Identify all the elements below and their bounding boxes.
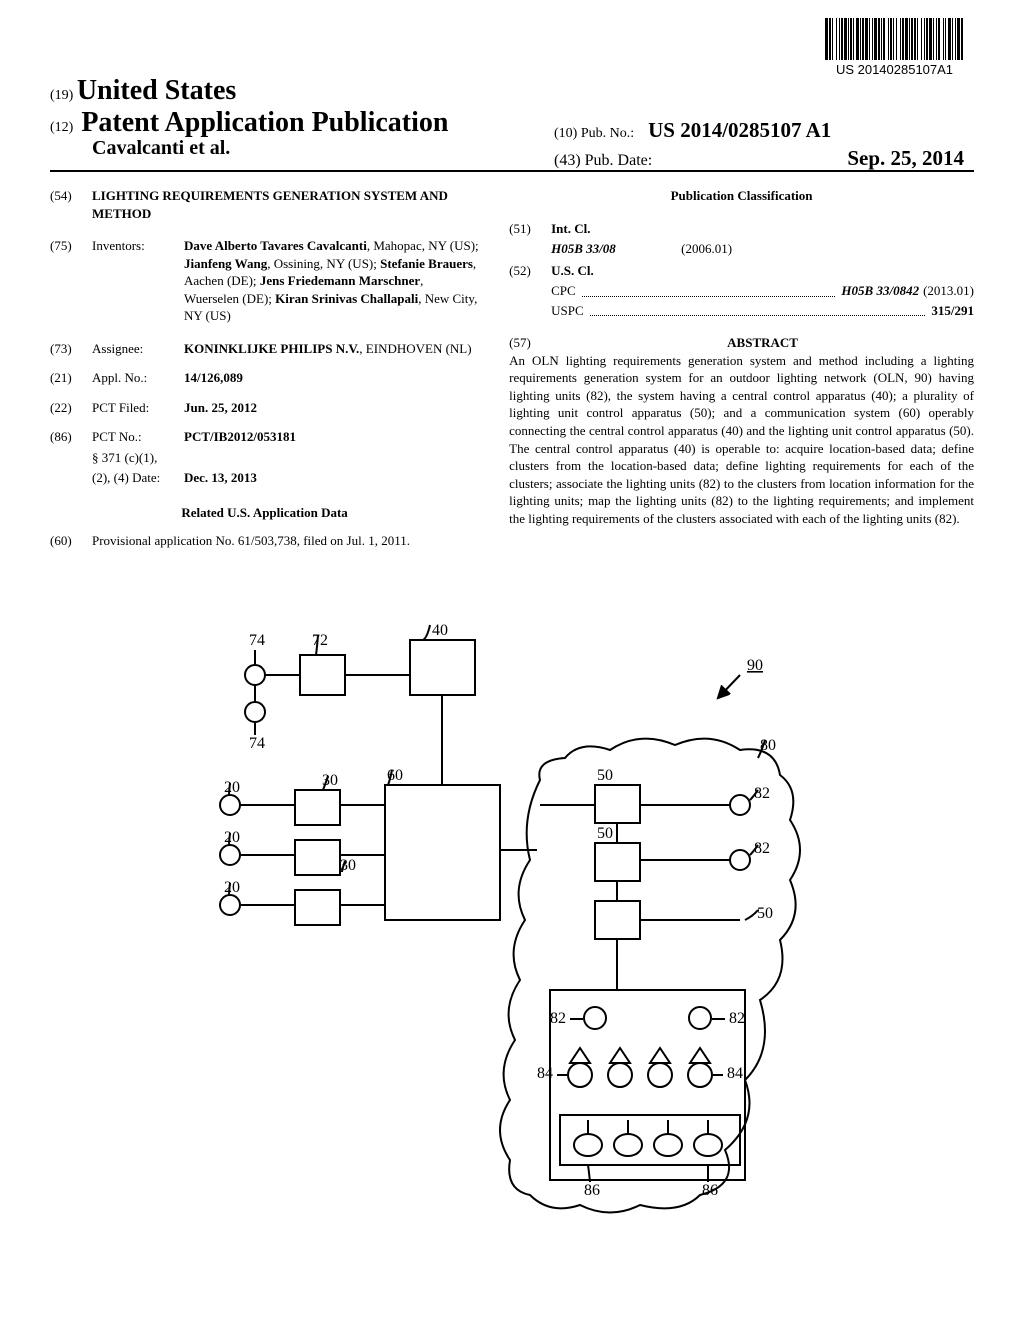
right-header: (10) Pub. No.: US 2014/0285107 A1 (43) P… [554, 118, 964, 171]
int-label: Int. Cl. [551, 220, 590, 238]
label-86b: 86 [702, 1182, 718, 1199]
cpc-label: CPC [551, 282, 576, 300]
related-heading: Related U.S. Application Data [50, 504, 479, 522]
assignee-name: KONINKLIJKE PHILIPS N.V. [184, 341, 359, 356]
barcode-area: US 20140285107A1 [825, 18, 964, 77]
title-num: (54) [50, 187, 92, 222]
label-84a: 84 [537, 1065, 553, 1082]
date-value: Dec. 13, 2013 [184, 469, 257, 487]
pub-type-num: (12) [50, 120, 73, 136]
barcode-number: US 20140285107A1 [825, 62, 964, 77]
label-40: 40 [432, 622, 448, 639]
pub-no: US 2014/0285107 A1 [648, 118, 831, 142]
appl-value: 14/126,089 [184, 369, 479, 387]
label-20a: 20 [224, 779, 240, 796]
abstract: An OLN lighting requirements generation … [509, 352, 974, 527]
pub-no-label: Pub. No.: [581, 126, 634, 141]
int-year: (2006.01) [681, 240, 732, 258]
cpc-value: H05B 33/0842 [841, 282, 919, 300]
filed-value: Jun. 25, 2012 [184, 399, 479, 417]
pub-date: Sep. 25, 2014 [847, 146, 964, 171]
abstract-num: (57) [509, 334, 551, 352]
label-74: 74 [249, 632, 265, 649]
date-label: (2), (4) Date: [92, 469, 184, 487]
inventors-label: Inventors: [92, 237, 184, 325]
label-90: 90 [747, 657, 763, 674]
filed-label: PCT Filed: [92, 399, 184, 417]
label-72: 72 [312, 632, 328, 649]
provisional-text: Provisional application No. 61/503,738, … [92, 532, 479, 550]
left-column: (54) LIGHTING REQUIREMENTS GENERATION SY… [50, 187, 479, 561]
pub-date-label: Pub. Date: [585, 152, 653, 170]
pct-label: PCT No.: [92, 428, 184, 446]
filed-num: (22) [50, 399, 92, 417]
pub-type: Patent Application Publication [81, 107, 448, 139]
appl-label: Appl. No.: [92, 369, 184, 387]
dotted-line [590, 302, 926, 317]
content: (54) LIGHTING REQUIREMENTS GENERATION SY… [50, 187, 974, 561]
label-50b: 50 [597, 825, 613, 842]
assignee-loc: EINDHOVEN (NL) [366, 341, 472, 356]
label-50a: 50 [597, 767, 613, 784]
us-label: U.S. Cl. [551, 262, 594, 280]
inventors-num: (75) [50, 237, 92, 325]
authority-num: (19) [50, 88, 73, 103]
label-74b: 74 [249, 735, 265, 752]
abstract-heading: ABSTRACT [551, 334, 974, 352]
us-num: (52) [509, 262, 551, 280]
inventors: Dave Alberto Tavares Cavalcanti, Mahopac… [184, 237, 479, 325]
label-50c: 50 [757, 905, 773, 922]
label-84b: 84 [727, 1065, 743, 1082]
classification-heading: Publication Classification [509, 187, 974, 205]
label-86a: 86 [584, 1182, 600, 1199]
int-class: H05B 33/08 [551, 240, 681, 258]
pct-value: PCT/IB2012/053181 [184, 428, 479, 446]
pct-num: (86) [50, 428, 92, 446]
label-20b: 20 [224, 829, 240, 846]
assignee-label: Assignee: [92, 340, 184, 358]
barcode [825, 18, 964, 60]
authority: United States [77, 75, 236, 106]
int-num: (51) [509, 220, 551, 238]
assignee-num: (73) [50, 340, 92, 358]
label-20c: 20 [224, 879, 240, 896]
cpc-year: (2013.01) [923, 282, 974, 300]
dotted-line [582, 282, 836, 297]
label-82d: 82 [729, 1010, 745, 1027]
section-label: § 371 (c)(1), [92, 449, 184, 467]
pub-no-num: (10) [554, 126, 577, 141]
provisional-num: (60) [50, 532, 92, 550]
pub-date-num: (43) [554, 152, 581, 170]
diagram: 40 72 74 74 [200, 620, 820, 1240]
uspc-label: USPC [551, 302, 584, 320]
uspc-value: 315/291 [931, 302, 974, 320]
appl-num: (21) [50, 369, 92, 387]
label-82c: 82 [550, 1010, 566, 1027]
title: LIGHTING REQUIREMENTS GENERATION SYSTEM … [92, 187, 479, 222]
right-column: Publication Classification (51) Int. Cl.… [509, 187, 974, 561]
